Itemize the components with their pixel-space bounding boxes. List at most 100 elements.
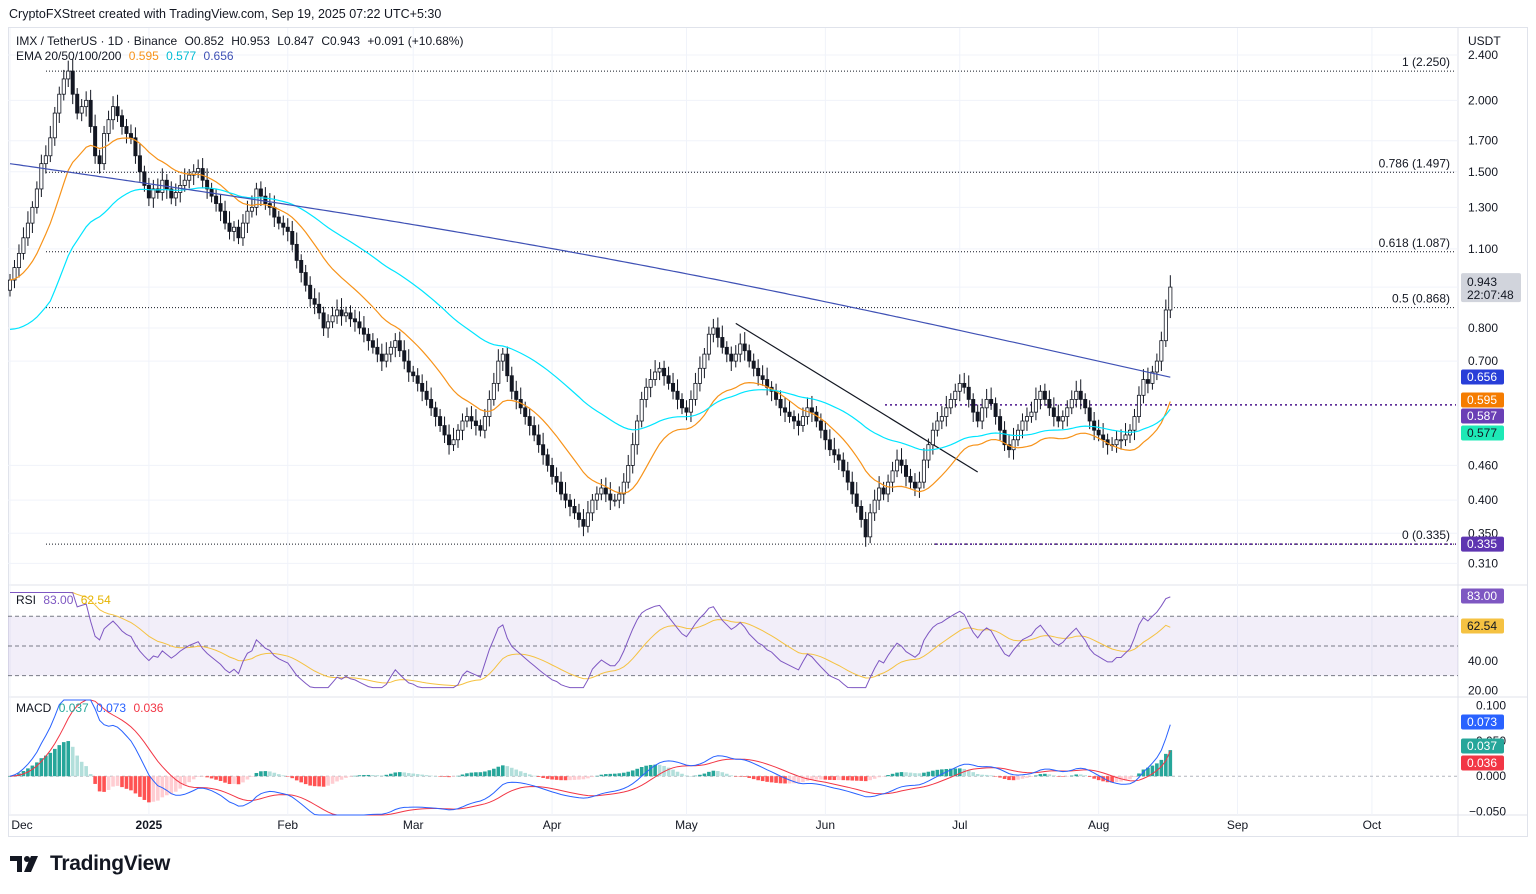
candle-body — [572, 506, 577, 514]
candle-body — [1011, 439, 1016, 451]
candle-body — [455, 429, 460, 441]
macd-axis-tick: 0.000 — [1476, 769, 1506, 783]
candle-body — [648, 379, 653, 388]
macd-legend[interactable]: MACD 0.037 0.073 0.036 — [16, 701, 167, 715]
time-axis-label: Dec — [11, 818, 32, 832]
ema-legend[interactable]: EMA 20/50/100/200 0.595 0.577 0.656 — [16, 49, 238, 63]
macd-histogram-bar — [890, 773, 895, 777]
macd-histogram-bar — [1069, 775, 1074, 777]
macd-histogram-bar — [483, 771, 487, 777]
macd-line — [9, 699, 1171, 816]
candle-body — [684, 407, 689, 413]
candle-body — [1060, 416, 1065, 422]
macd-histogram-bar — [402, 772, 407, 777]
macd-histogram-bar — [998, 776, 1002, 778]
macd-histogram-bar — [151, 776, 156, 802]
candle-body — [218, 203, 223, 212]
macd-signal-line — [9, 699, 1171, 816]
candle-body — [370, 340, 375, 348]
macd-histogram-bar — [182, 776, 187, 786]
macd-histogram-bar — [492, 768, 496, 777]
macd-histogram-bar — [272, 772, 277, 777]
candle-body — [227, 222, 232, 232]
candle-body — [330, 315, 335, 323]
candle-body — [263, 195, 268, 204]
candle-body — [1051, 407, 1056, 417]
macd-histogram-bar — [550, 776, 554, 780]
price-axis-tick: 0.310 — [1468, 556, 1498, 570]
macd-histogram-bar — [142, 776, 147, 800]
fib-label: 1 (2.250) — [1402, 55, 1450, 69]
macd-histogram-bar — [474, 772, 478, 777]
candle-body — [451, 439, 456, 446]
candle-body — [379, 353, 384, 362]
price-axis-tick: 1.500 — [1468, 165, 1498, 179]
macd-histogram-bar — [438, 776, 442, 777]
macd-histogram-bar — [863, 776, 868, 782]
macd-histogram-bar — [845, 776, 850, 781]
macd-histogram-bar — [465, 773, 469, 777]
candle-body — [16, 253, 21, 269]
currency-label[interactable]: USDT — [1468, 34, 1501, 48]
candle-body — [482, 416, 487, 431]
macd-histogram-bar — [586, 776, 590, 779]
candle-body — [693, 382, 698, 400]
macd-histogram-bar — [460, 774, 465, 777]
macd-line-tag-bg — [1461, 714, 1504, 730]
macd-histogram-bar — [702, 773, 707, 777]
macd-signal-value: 0.036 — [133, 701, 164, 715]
candle-body — [904, 465, 909, 477]
price-axis-tick: 0.400 — [1468, 493, 1498, 507]
macd-histogram-bar — [451, 776, 456, 777]
price-axis-tick: 2.400 — [1468, 48, 1498, 62]
macd-histogram-bar — [975, 773, 980, 777]
macd-histogram-bar — [433, 776, 438, 777]
macd-histogram-bar — [666, 767, 671, 777]
macd-histogram-bar — [106, 776, 111, 790]
ohlc-low: L0.847 — [277, 34, 314, 48]
ema-50-tag-bg — [1461, 425, 1504, 441]
macd-histogram-bar — [415, 774, 420, 777]
tradingview-logo[interactable]: TradingView — [10, 852, 170, 876]
candle-body — [361, 327, 366, 335]
candle-body — [1114, 439, 1119, 446]
macd-histogram-bar — [111, 776, 115, 787]
macd-histogram-bar — [241, 776, 245, 783]
macd-histogram-bar — [680, 773, 684, 777]
symbol-title[interactable]: IMX / TetherUS · 1D · Binance — [16, 34, 178, 48]
candle-body — [39, 163, 44, 190]
candle-body — [1056, 416, 1061, 422]
candle-body — [962, 382, 967, 388]
macd-histogram-bar — [456, 775, 460, 777]
macd-histogram-bar — [1150, 765, 1155, 777]
candle-body — [339, 309, 344, 317]
macd-histogram-bar — [317, 776, 321, 787]
macd-histogram-bar — [330, 776, 335, 784]
candle-body — [236, 226, 241, 239]
candle-body — [989, 399, 994, 404]
candle-body — [223, 210, 228, 224]
price-axis-tick: 0.460 — [1468, 458, 1498, 472]
candle-body — [478, 425, 483, 431]
macd-histogram-bar — [1146, 767, 1150, 777]
macd-histogram-bar — [487, 770, 492, 777]
candle-body — [666, 375, 671, 384]
macd-histogram-bar — [1114, 776, 1119, 783]
macd-histogram-bar — [653, 764, 657, 777]
candle-body — [948, 399, 953, 409]
macd-histogram-bar — [541, 776, 545, 778]
candle-body — [375, 346, 380, 355]
macd-histogram-bar — [371, 775, 375, 777]
macd-histogram-bar — [949, 768, 953, 777]
macd-histogram-bar — [411, 773, 415, 777]
candle-body — [1069, 399, 1074, 409]
candle-body — [590, 499, 595, 514]
candle-body — [756, 367, 761, 377]
rsi-legend[interactable]: RSI 83.00 62.54 — [16, 593, 115, 607]
candle-body — [895, 459, 900, 472]
chart-frame — [8, 27, 1528, 837]
candle-body — [998, 416, 1003, 431]
candle-body — [491, 382, 496, 400]
macd-histogram-bar — [147, 776, 151, 803]
